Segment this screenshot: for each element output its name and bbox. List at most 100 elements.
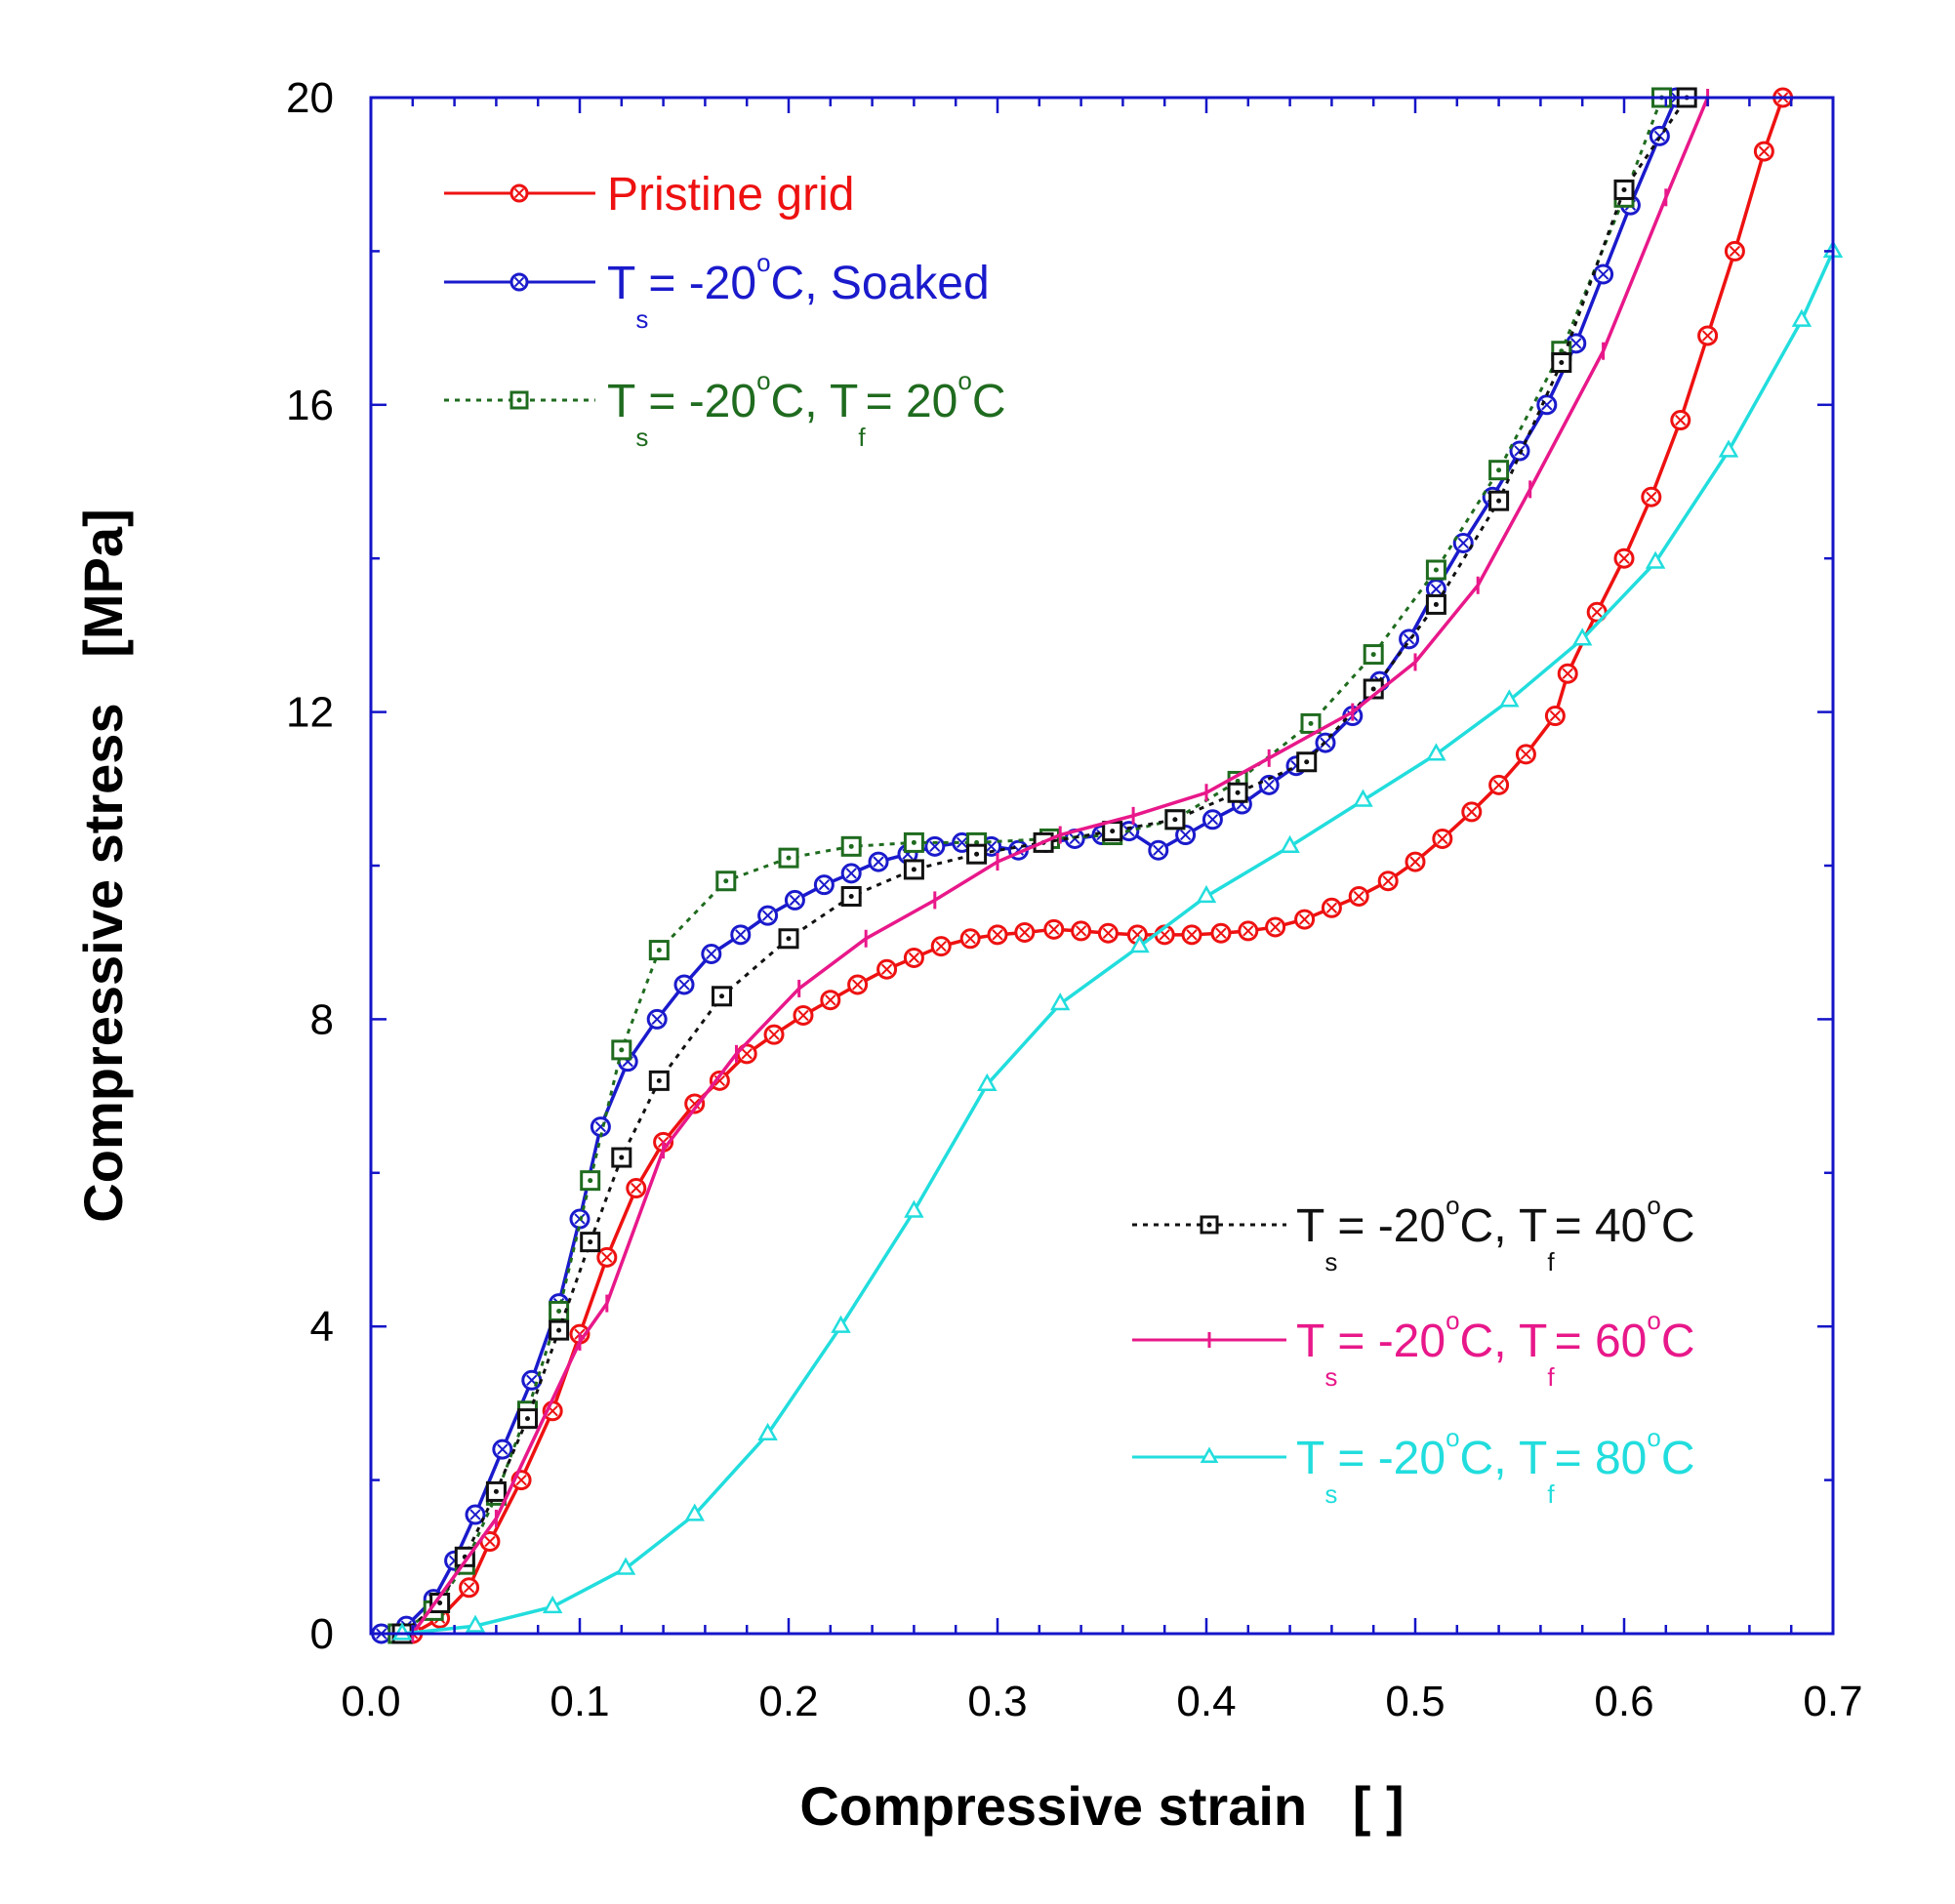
data-point-dot <box>588 1178 593 1184</box>
data-point <box>1200 1446 1219 1464</box>
x-axis-title: Compressive strain [ ] <box>799 1775 1404 1837</box>
data-point-cross <box>789 894 801 907</box>
data-point-cross <box>1618 552 1630 564</box>
data-point <box>1426 743 1446 761</box>
legend-label: = 20 <box>866 376 958 427</box>
legend-superscript: o <box>756 248 770 277</box>
data-point-dot <box>656 948 662 953</box>
data-point-cross <box>651 1013 663 1026</box>
data-point-dot <box>556 1308 562 1314</box>
legend-label: C <box>972 376 1006 427</box>
data-point-cross <box>735 929 747 941</box>
data-point-cross <box>1353 890 1364 903</box>
data-point-cross <box>1206 814 1219 826</box>
legend-label: Pristine grid <box>607 169 854 221</box>
data-point-cross <box>463 1582 475 1594</box>
data-point-cross <box>1570 338 1582 349</box>
data-point-cross <box>1466 806 1478 818</box>
data-point-dot <box>437 1600 443 1606</box>
data-point-cross <box>964 933 976 945</box>
y-tick-label: 16 <box>286 382 334 429</box>
legend-superscript: o <box>957 366 971 395</box>
data-point-dot <box>1621 186 1627 192</box>
legend-label: C <box>1661 1200 1695 1252</box>
data-point-cross <box>1242 925 1254 937</box>
data-point-dot <box>848 843 854 849</box>
data-point-dot <box>619 1047 625 1053</box>
data-point-cross <box>601 1251 613 1264</box>
data-point-dot <box>516 397 522 403</box>
data-point-cross <box>1186 929 1198 941</box>
data-point <box>1645 550 1666 569</box>
data-point-cross <box>1675 414 1687 426</box>
y-tick-label: 8 <box>310 995 334 1043</box>
data-point-dot <box>1496 467 1502 473</box>
legend-label: T <box>1296 1200 1324 1252</box>
data-point <box>831 1315 851 1333</box>
data-point <box>1196 884 1217 904</box>
data-point-cross <box>513 276 525 288</box>
data-point-cross <box>825 994 836 1006</box>
data-point-dot <box>1433 567 1439 573</box>
legend-label: C <box>1661 1316 1695 1367</box>
legend-label: C, T <box>771 376 859 427</box>
data-point <box>542 1595 563 1614</box>
data-point-cross <box>1562 668 1573 679</box>
data-point-cross <box>956 836 968 849</box>
data-point <box>1280 834 1300 853</box>
data-point-cross <box>678 979 690 991</box>
legend-label: C, Soaked <box>771 258 990 309</box>
legend-entry: Ts = -20 o C, Tf= 80 o C <box>1132 1423 1694 1509</box>
data-point-cross <box>1019 926 1031 939</box>
data-point-cross <box>908 952 920 964</box>
legend-label: = -20 <box>1337 1316 1446 1367</box>
legend-superscript: o <box>1446 1423 1459 1452</box>
data-point-dot <box>525 1416 530 1422</box>
y-tick-label: 20 <box>286 74 334 122</box>
legend-entry: Ts = -20 o C, Tf= 60 o C <box>1132 1306 1694 1392</box>
data-point-dot <box>1235 778 1241 784</box>
legend-label: T <box>1296 1316 1324 1367</box>
legend-superscript: o <box>1647 1306 1660 1335</box>
data-point-dot <box>719 993 725 999</box>
data-point <box>904 1199 924 1218</box>
data-point-dot <box>588 1239 593 1245</box>
legend-subscript: s <box>1324 1479 1337 1509</box>
data-point-cross <box>935 940 947 952</box>
data-point-dot <box>1559 360 1565 366</box>
data-point-cross <box>1215 927 1227 939</box>
data-point <box>1499 689 1520 708</box>
data-point-cross <box>469 1509 481 1520</box>
legend-superscript: o <box>1446 1306 1459 1335</box>
data-point-dot <box>786 855 792 861</box>
legend-subscript: s <box>1324 1362 1337 1392</box>
data-point <box>1718 439 1739 458</box>
data-point <box>1571 628 1593 646</box>
data-point <box>1353 789 1373 807</box>
series <box>391 87 1697 1644</box>
legend-label: T <box>1296 1433 1324 1484</box>
data-point-cross <box>1653 130 1666 142</box>
data-point-dot <box>1235 790 1241 795</box>
data-point <box>684 1503 705 1521</box>
data-point-cross <box>1153 844 1164 856</box>
data-point-cross <box>497 1443 509 1455</box>
data-point-dot <box>1559 348 1565 354</box>
legend-label: C, T <box>1460 1316 1548 1367</box>
data-point-cross <box>1269 921 1282 933</box>
x-tick-label: 0.1 <box>550 1678 609 1725</box>
data-point-cross <box>1075 925 1087 937</box>
legend-label: = 40 <box>1555 1200 1648 1252</box>
data-point-dot <box>911 839 916 845</box>
legend-subscript: f <box>1547 1362 1555 1392</box>
data-point-cross <box>484 1535 496 1548</box>
data-point-dot <box>1110 829 1116 834</box>
x-tick-label: 0.3 <box>967 1678 1027 1725</box>
data-point-cross <box>1298 913 1311 925</box>
legend-label: = -20 <box>648 258 756 309</box>
legend-subscript: s <box>635 304 648 334</box>
legend-label: = 60 <box>1555 1316 1648 1367</box>
y-tick-label: 0 <box>310 1610 334 1658</box>
